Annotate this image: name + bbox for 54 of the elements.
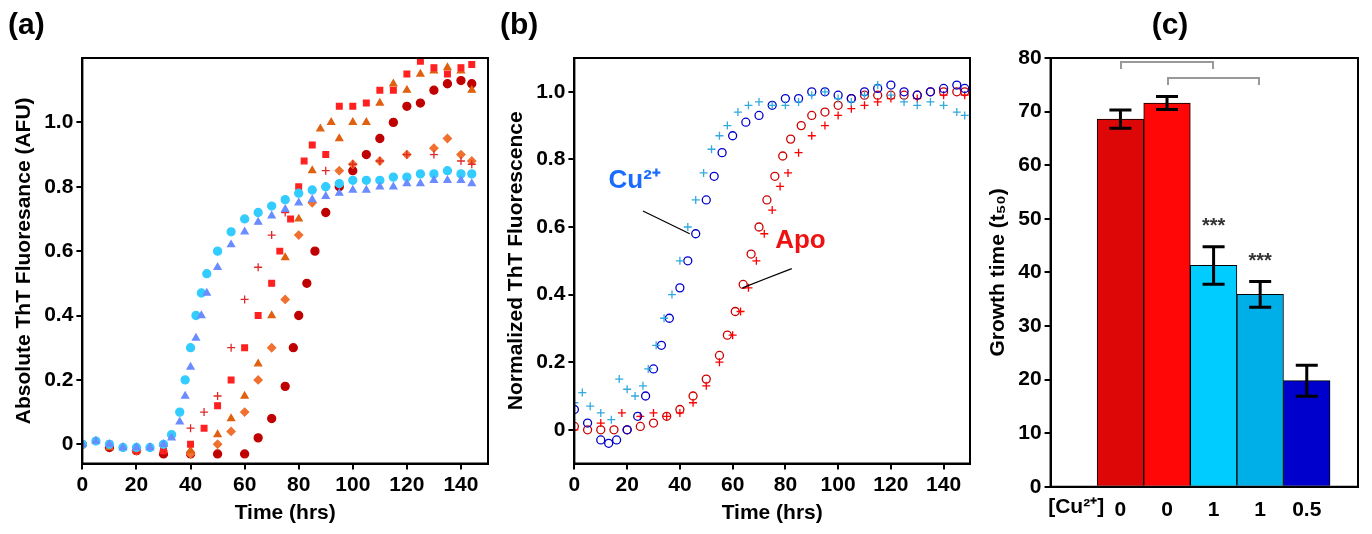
x-tick-label: 100 (335, 472, 371, 495)
x-tick-label: 40 (668, 472, 692, 495)
y-tick-label: 0.8 (44, 173, 74, 197)
x-tick-label: 60 (720, 472, 745, 495)
y-tick-label: 1.0 (44, 109, 74, 133)
x-tick-label: 0 (1161, 497, 1173, 521)
x-tick-label: 80 (773, 472, 798, 495)
x-tick-label: 60 (232, 472, 257, 495)
x-tick-label: 40 (178, 472, 203, 495)
x-tick-label: 20 (615, 472, 639, 495)
annotation: *** (1248, 249, 1273, 272)
y-tick-label: 0.2 (536, 349, 566, 372)
y-tick-label: 80 (1018, 44, 1042, 68)
x-tick-label: 1 (1207, 497, 1220, 521)
y-tick-label: 40 (1018, 259, 1042, 283)
x-tick-label: 0.5 (1292, 497, 1322, 521)
y-tick-label: 0.4 (536, 281, 566, 305)
y-tick-label: 30 (1018, 312, 1042, 336)
x-tick-label: 100 (820, 472, 856, 495)
y-tick-label: 0 (553, 416, 566, 440)
x-axis-title: [Cu²⁺] (1048, 494, 1105, 518)
x-tick-label: 120 (873, 472, 909, 495)
y-tick-label: 60 (1018, 152, 1042, 175)
y-tick-label: 50 (1018, 205, 1042, 229)
annotation: Cu²⁺ (608, 163, 661, 194)
x-tick-label: 80 (287, 472, 311, 495)
x-axis-title: Time (hrs) (721, 500, 823, 524)
y-tick-label: 70 (1018, 98, 1042, 122)
y-axis-title: Absolute ThT Fluoresance (AFU) (11, 97, 35, 425)
y-tick-label: 1.0 (536, 78, 566, 102)
y-axis-title: Growth time (t₅₀) (985, 188, 1009, 357)
y-tick-label: 0.4 (44, 302, 74, 326)
y-axis-title: Normalized ThT Fluorescence (503, 111, 527, 411)
chart-title: (c) (1151, 7, 1189, 41)
y-tick-label: 0.2 (44, 366, 74, 390)
annotation: *** (1201, 214, 1226, 237)
x-tick-label: 0 (1114, 497, 1127, 521)
x-tick-label: 20 (124, 472, 149, 495)
annotation: Apo (775, 224, 826, 255)
x-tick-label: 140 (443, 472, 479, 495)
y-tick-label: 0.6 (44, 237, 74, 261)
x-tick-label: 140 (926, 472, 962, 495)
y-tick-label: 0 (61, 431, 74, 455)
chart-title: (a) (8, 7, 45, 41)
chart-title: (b) (500, 7, 539, 41)
x-tick-label: 120 (389, 472, 425, 495)
x-tick-label: 0 (568, 472, 581, 495)
x-axis-title: Time (hrs) (234, 500, 336, 524)
y-tick-label: 0.6 (536, 213, 566, 237)
y-tick-label: 0.8 (536, 146, 566, 170)
x-tick-label: 0 (76, 472, 89, 495)
y-tick-label: 10 (1018, 420, 1042, 443)
x-tick-label: 1 (1254, 497, 1267, 521)
y-tick-label: 20 (1018, 366, 1042, 390)
